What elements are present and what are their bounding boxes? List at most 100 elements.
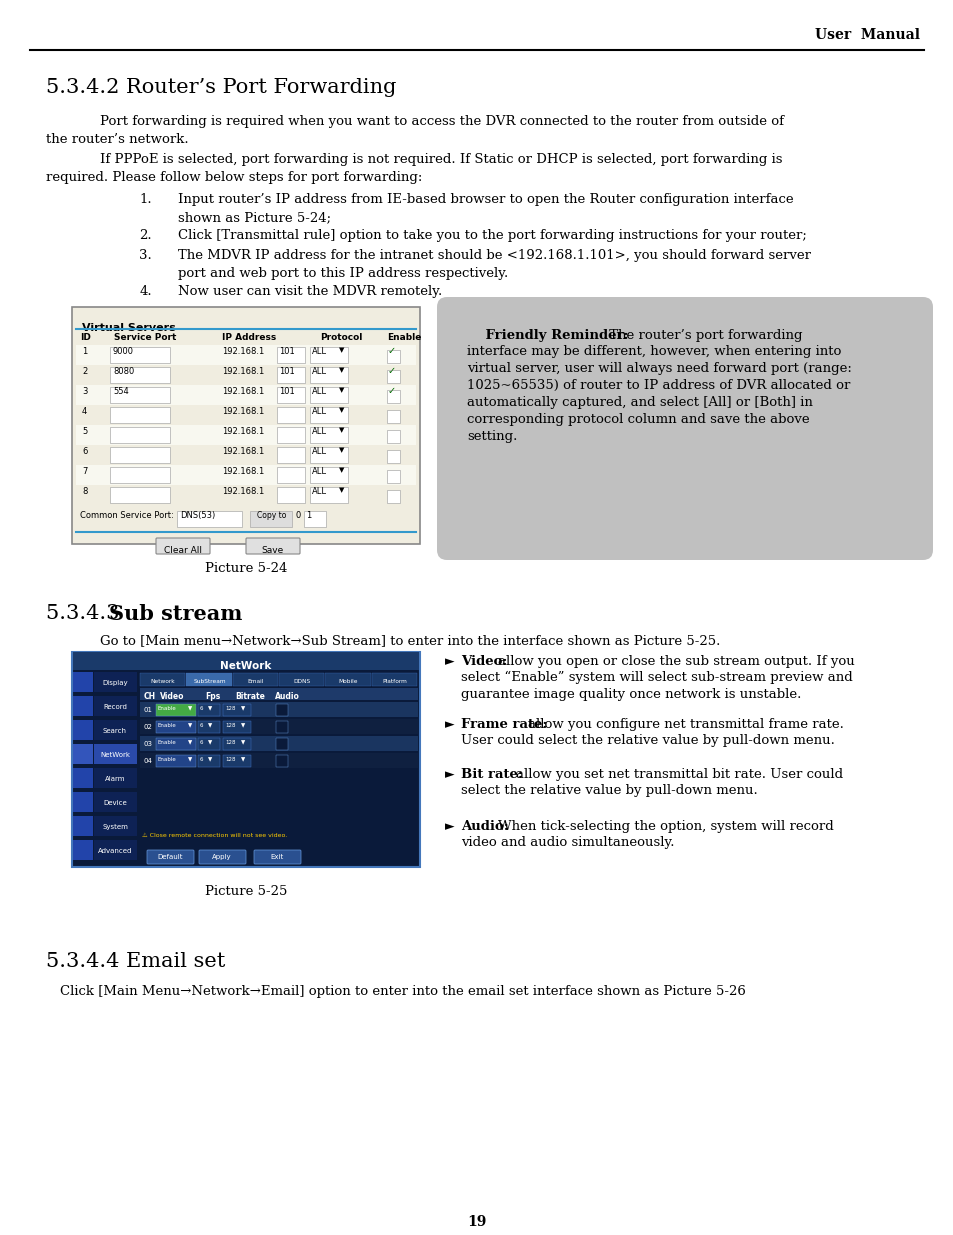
Bar [177,511,242,527]
Text: 9000: 9000 [112,347,133,356]
Bar [186,673,232,685]
Bar [110,387,170,403]
Bar [94,840,137,860]
Bar [73,672,92,692]
Text: corresponding protocol column and save the above: corresponding protocol column and save t… [467,412,809,426]
FancyBboxPatch shape [436,296,932,559]
Bar [94,697,137,716]
Text: DDNS: DDNS [294,679,311,684]
Text: 3.: 3. [139,249,152,262]
Text: interface may be different, however, when entering into: interface may be different, however, whe… [467,345,841,358]
Text: Copy to: Copy to [256,511,286,520]
Text: port and web port to this IP address respectively.: port and web port to this IP address res… [178,267,508,280]
Text: 4: 4 [82,408,87,416]
Bar [156,739,195,750]
Text: Display: Display [102,680,128,685]
Text: shown as Picture 5-24;: shown as Picture 5-24; [178,211,331,224]
Bar [198,755,220,767]
Bar [275,755,288,767]
Text: ▼: ▼ [338,347,344,353]
Text: video and audio simultaneously.: video and audio simultaneously. [460,836,674,848]
Bar [387,410,399,424]
Text: Enable: Enable [158,722,176,727]
Bar [325,673,371,685]
Bar [76,385,416,405]
Text: 192.168.1: 192.168.1 [222,467,264,475]
Bar [276,467,305,483]
Text: ▼: ▼ [338,408,344,412]
Text: 04: 04 [144,758,152,764]
Bar [250,511,292,527]
Bar [140,688,417,700]
Text: 128: 128 [225,706,235,711]
Bar [276,447,305,463]
Text: Enable: Enable [158,757,176,762]
Text: Click [Transmittal rule] option to take you to the port forwarding instructions : Click [Transmittal rule] option to take … [178,228,806,242]
Text: setting.: setting. [467,430,517,443]
Bar [233,673,277,685]
Text: Click [Main Menu→Network→Email] option to enter into the email set interface sho: Click [Main Menu→Network→Email] option t… [60,986,745,998]
Text: ▼: ▼ [338,367,344,373]
Text: ►: ► [444,820,455,832]
Text: 6: 6 [200,722,203,727]
Text: ▼: ▼ [241,706,245,711]
Text: 192.168.1: 192.168.1 [222,487,264,496]
Bar [76,425,416,445]
Text: Advanced: Advanced [98,848,132,853]
Bar [76,485,416,505]
Text: ALL: ALL [312,487,327,496]
Text: SubStream: SubStream [193,679,226,684]
Text: Bit rate:: Bit rate: [460,768,522,781]
Bar [76,345,416,366]
Text: ✓: ✓ [388,366,395,375]
Text: 8: 8 [82,487,88,496]
Text: ▼: ▼ [241,740,245,745]
Bar [76,445,416,466]
Text: ►: ► [444,655,455,668]
Text: User could select the relative value by pull-down menu.: User could select the relative value by … [460,734,834,747]
Bar [73,720,92,740]
Text: 128: 128 [225,740,235,745]
Bar [387,390,399,403]
Text: Default: Default [157,853,183,860]
Text: IP Address: IP Address [222,333,276,342]
Bar [275,721,288,734]
Text: Video: Video [160,692,184,701]
Text: Network: Network [151,679,175,684]
Bar [94,672,137,692]
Text: ▼: ▼ [188,740,193,745]
FancyBboxPatch shape [199,850,246,864]
Text: Input router’s IP address from IE-based browser to open the Router configuration: Input router’s IP address from IE-based … [178,193,793,206]
Bar [94,768,137,788]
Bar [387,430,399,443]
Text: ✓: ✓ [388,346,395,356]
Bar [387,370,399,383]
Text: 1: 1 [82,347,87,356]
FancyBboxPatch shape [147,850,193,864]
Text: Frame rate:: Frame rate: [460,718,547,731]
Text: Email: Email [248,679,264,684]
Bar [310,487,348,503]
Text: ▼: ▼ [241,722,245,727]
Text: ALL: ALL [312,408,327,416]
Text: The MDVR IP address for the intranet should be <192.168.1.101>, you should forwa: The MDVR IP address for the intranet sho… [178,249,810,262]
Text: Virtual Servers: Virtual Servers [82,324,175,333]
Text: ►: ► [444,718,455,731]
Text: the router’s network.: the router’s network. [46,133,189,146]
Text: Alarm: Alarm [105,776,125,782]
Bar [110,427,170,443]
Bar [140,673,185,685]
Text: 2: 2 [82,367,87,375]
Text: ▼: ▼ [188,706,193,711]
Bar [76,366,416,385]
Text: Now user can visit the MDVR remotely.: Now user can visit the MDVR remotely. [178,285,442,298]
Text: ALL: ALL [312,347,327,356]
Text: Video:: Video: [460,655,507,668]
Text: Audio:: Audio: [460,820,508,832]
Bar [275,739,288,750]
Text: virtual server, user will always need forward port (range:: virtual server, user will always need fo… [467,362,851,375]
FancyBboxPatch shape [246,538,299,555]
Text: 19: 19 [467,1215,486,1229]
Text: Go to [Main menu→Network→Sub Stream] to enter into the interface shown as Pictur: Go to [Main menu→Network→Sub Stream] to … [100,634,720,647]
Text: The router’s port forwarding: The router’s port forwarding [604,329,801,342]
